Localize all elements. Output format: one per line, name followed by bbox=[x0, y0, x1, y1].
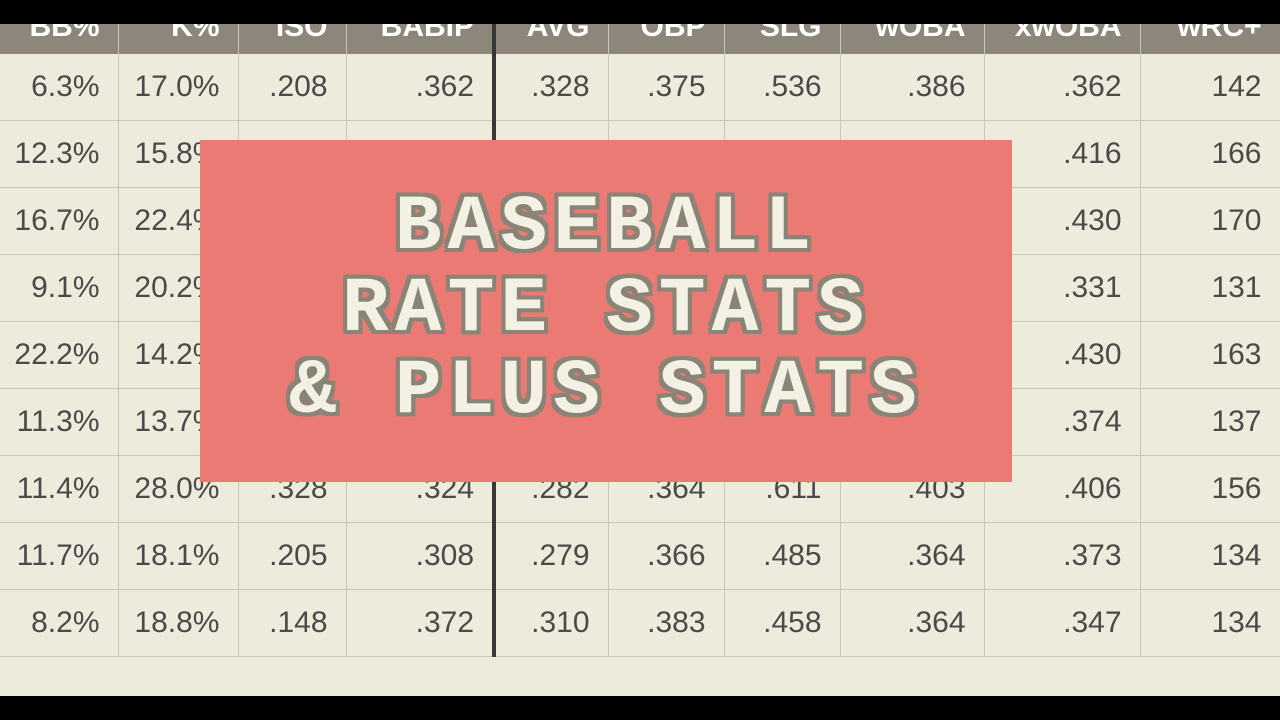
table-cell: .148 bbox=[238, 590, 346, 657]
table-cell: .208 bbox=[238, 54, 346, 121]
table-cell: 9.1% bbox=[0, 255, 118, 322]
table-row: 8.2%18.8%.148.372.310.383.458.364.347134 bbox=[0, 590, 1280, 657]
letterbox-bottom bbox=[0, 696, 1280, 720]
table-cell: 163 bbox=[1140, 322, 1280, 389]
table-cell: .308 bbox=[346, 523, 494, 590]
title-line-3: & PLUS STATS bbox=[289, 352, 923, 434]
table-cell: 170 bbox=[1140, 188, 1280, 255]
table-cell: .362 bbox=[346, 54, 494, 121]
table-cell: .386 bbox=[840, 54, 984, 121]
table-cell: .328 bbox=[494, 54, 608, 121]
table-cell: .485 bbox=[724, 523, 840, 590]
table-cell: 8.2% bbox=[0, 590, 118, 657]
table-cell: .372 bbox=[346, 590, 494, 657]
table-cell: 131 bbox=[1140, 255, 1280, 322]
title-line-1: BASEBALL bbox=[395, 188, 817, 270]
table-cell: 12.3% bbox=[0, 121, 118, 188]
table-cell: .536 bbox=[724, 54, 840, 121]
title-line-2: RATE STATS bbox=[342, 270, 870, 352]
table-cell: .279 bbox=[494, 523, 608, 590]
letterbox-top bbox=[0, 0, 1280, 24]
table-cell: 22.2% bbox=[0, 322, 118, 389]
table-cell: .373 bbox=[984, 523, 1140, 590]
table-cell: .366 bbox=[608, 523, 724, 590]
table-cell: .364 bbox=[840, 590, 984, 657]
table-cell: 6.3% bbox=[0, 54, 118, 121]
table-cell: 156 bbox=[1140, 456, 1280, 523]
table-cell: 11.4% bbox=[0, 456, 118, 523]
table-cell: 18.1% bbox=[118, 523, 238, 590]
table-cell: .347 bbox=[984, 590, 1140, 657]
table-cell: 11.7% bbox=[0, 523, 118, 590]
table-cell: .310 bbox=[494, 590, 608, 657]
table-cell: .205 bbox=[238, 523, 346, 590]
table-cell: .364 bbox=[840, 523, 984, 590]
table-cell: .362 bbox=[984, 54, 1140, 121]
title-overlay: BASEBALL RATE STATS & PLUS STATS bbox=[200, 140, 1012, 482]
table-row: 6.3%17.0%.208.362.328.375.536.386.362142 bbox=[0, 54, 1280, 121]
table-cell: 134 bbox=[1140, 523, 1280, 590]
table-cell: .458 bbox=[724, 590, 840, 657]
table-cell: 134 bbox=[1140, 590, 1280, 657]
table-row: 11.7%18.1%.205.308.279.366.485.364.37313… bbox=[0, 523, 1280, 590]
table-cell: 142 bbox=[1140, 54, 1280, 121]
table-cell: .383 bbox=[608, 590, 724, 657]
table-cell: 18.8% bbox=[118, 590, 238, 657]
table-cell: 11.3% bbox=[0, 389, 118, 456]
table-cell: 16.7% bbox=[0, 188, 118, 255]
table-cell: 137 bbox=[1140, 389, 1280, 456]
table-cell: 17.0% bbox=[118, 54, 238, 121]
table-cell: .375 bbox=[608, 54, 724, 121]
table-cell: 166 bbox=[1140, 121, 1280, 188]
